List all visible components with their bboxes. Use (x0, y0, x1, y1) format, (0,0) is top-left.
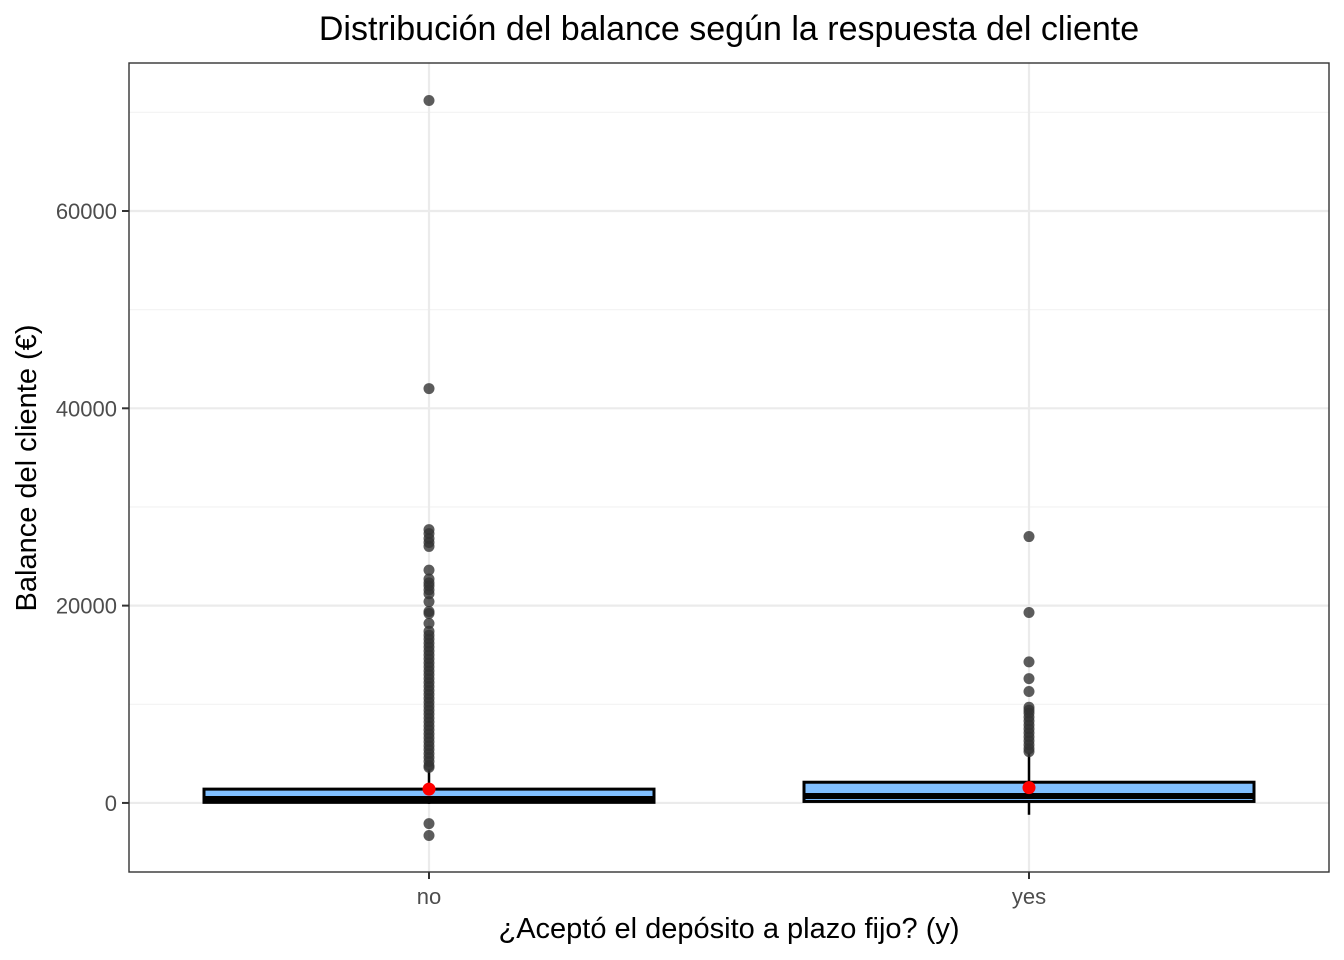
grid (129, 63, 1329, 872)
outlier-point (423, 588, 435, 600)
outlier-point (1023, 607, 1035, 619)
x-tick-label: no (417, 884, 441, 909)
boxes (202, 752, 1256, 815)
mean-point (1022, 781, 1036, 795)
x-axis-title: ¿Aceptó el depósito a plazo fijo? (y) (498, 913, 959, 945)
chart-title: Distribución del balance según la respue… (319, 10, 1139, 48)
y-tick-label: 40000 (56, 396, 117, 421)
axes: 0 20000 40000 60000 no yes (56, 199, 1046, 909)
outlier-point (423, 608, 435, 620)
outlier-point (1023, 531, 1035, 543)
outlier-point (423, 596, 435, 608)
outlier-point (1023, 685, 1035, 697)
outlier-point (423, 94, 435, 106)
outlier-point (423, 617, 435, 629)
outlier-point (1023, 656, 1035, 668)
mean-point (422, 782, 436, 796)
points (422, 94, 1036, 841)
y-tick-label: 60000 (56, 199, 117, 224)
x-tick-label: yes (1012, 884, 1046, 909)
panel-border (128, 62, 1330, 873)
outlier-point (423, 540, 435, 552)
y-tick-label: 0 (105, 791, 117, 816)
outlier-point (423, 818, 435, 830)
y-axis-title: Balance del cliente (€) (11, 325, 43, 612)
outlier-point (1023, 746, 1035, 758)
outlier-point (423, 564, 435, 576)
outlier-point (423, 761, 435, 773)
outlier-point (423, 829, 435, 841)
y-tick-label: 20000 (56, 594, 117, 619)
outlier-point (423, 383, 435, 395)
outlier-point (1023, 673, 1035, 685)
